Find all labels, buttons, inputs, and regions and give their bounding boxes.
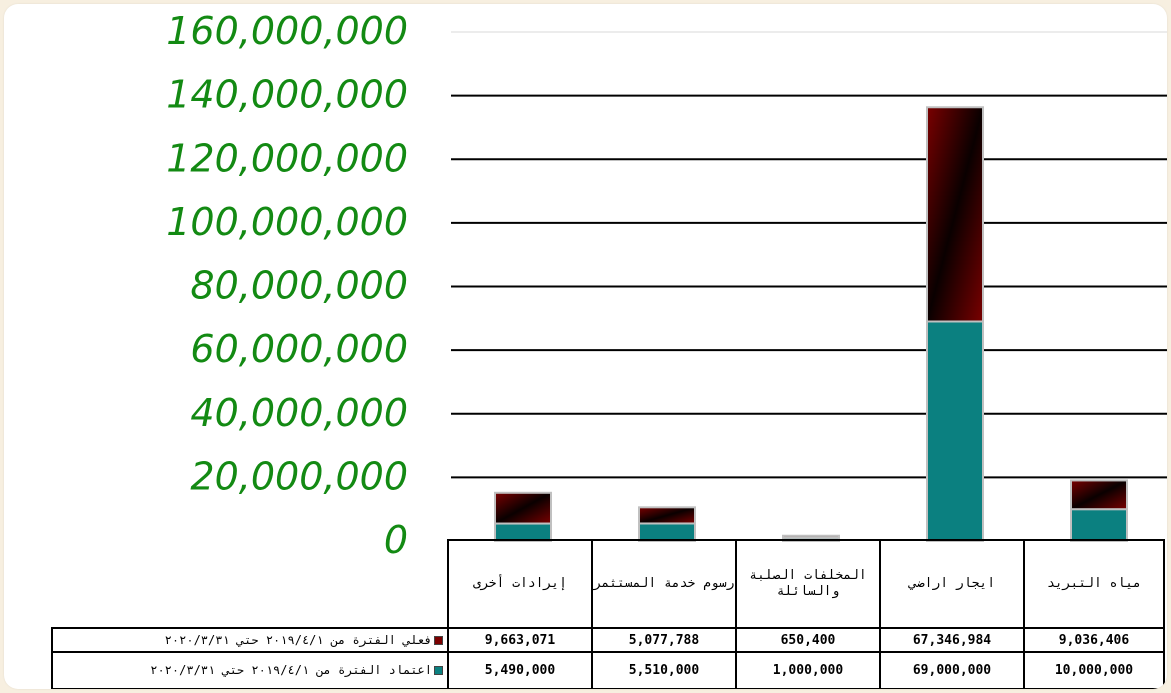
bar-actual <box>926 106 984 323</box>
y-tick-label: 60,000,000 <box>190 327 408 371</box>
bar-actual <box>638 506 696 525</box>
category-label: مياه التبريد <box>1023 539 1165 629</box>
y-tick-label: 20,000,000 <box>190 454 408 498</box>
table-cell: 69,000,000 <box>879 651 1025 689</box>
table-cell: 9,663,071 <box>447 627 593 653</box>
chart-plot: 020,000,00040,000,00060,000,00080,000,00… <box>166 9 1167 562</box>
bar-actual <box>494 491 552 525</box>
series-label: فعلي الفترة من ٢٠١٩/٤/١ حتي ٢٠٢٠/٣/٣١ <box>164 632 432 647</box>
bar-budget <box>1070 508 1128 542</box>
y-tick-label: 40,000,000 <box>190 391 408 435</box>
chart-card: 0 20,000,000 40,000,000 60,000,000 80,000,00… <box>4 4 1167 689</box>
y-tick-label: 100,000,000 <box>166 200 408 244</box>
legend-entry-actual: فعلي الفترة من ٢٠١٩/٤/١ حتي ٢٠٢٠/٣/٣١ <box>51 627 449 653</box>
bar-actual <box>782 534 840 539</box>
data-table: إيرادات أخرى رسوم خدمة المستثمر المخلفات… <box>51 539 1165 689</box>
category-label: ايجار اراضي <box>879 539 1025 629</box>
y-tick-label: 80,000,000 <box>190 264 408 308</box>
y-tick-label: 120,000,000 <box>166 136 408 180</box>
table-cell: 5,077,788 <box>591 627 737 653</box>
legend-entry-budget: اعتماد الفترة من ٢٠١٩/٤/١ حتي ٢٠٢٠/٣/٣١ <box>51 651 449 689</box>
category-row: إيرادات أخرى رسوم خدمة المستثمر المخلفات… <box>52 539 1165 629</box>
table-cell: 5,490,000 <box>447 651 593 689</box>
category-label: رسوم خدمة المستثمر <box>591 539 737 629</box>
bar-budget <box>926 320 984 542</box>
table-cell: 1,000,000 <box>735 651 881 689</box>
bar-actual <box>1070 479 1128 511</box>
y-tick-label: 140,000,000 <box>166 73 408 117</box>
category-label: إيرادات أخرى <box>447 539 593 629</box>
y-tick-label: 160,000,000 <box>166 9 408 53</box>
table-row-budget: اعتماد الفترة من ٢٠١٩/٤/١ حتي ٢٠٢٠/٣/٣١ … <box>51 651 1165 689</box>
table-cell: 10,000,000 <box>1023 651 1165 689</box>
legend-key-budget <box>434 666 443 675</box>
table-cell: 650,400 <box>735 627 881 653</box>
table-row-actual: فعلي الفترة من ٢٠١٩/٤/١ حتي ٢٠٢٠/٣/٣١ 9,… <box>51 627 1165 653</box>
legend-key-actual <box>434 635 443 645</box>
table-cell: 5,510,000 <box>591 651 737 689</box>
table-cell: 9,036,406 <box>1023 627 1165 653</box>
category-label: المخلفات الصلبة والسائلة <box>735 539 881 629</box>
table-cell: 67,346,984 <box>879 627 1025 653</box>
series-label: اعتماد الفترة من ٢٠١٩/٤/١ حتي ٢٠٢٠/٣/٣١ <box>150 663 432 677</box>
